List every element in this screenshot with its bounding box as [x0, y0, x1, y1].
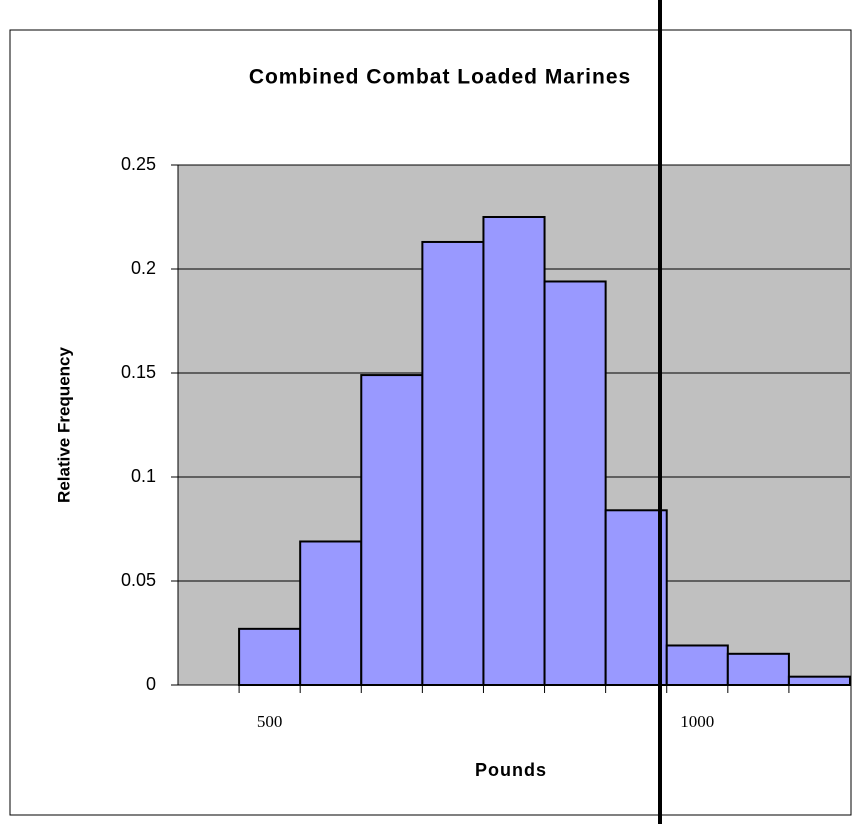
y-tick-label: 0.25	[121, 154, 156, 174]
y-tick-label: 0.2	[131, 258, 156, 278]
y-tick-label: 0.15	[121, 362, 156, 382]
bar	[238, 627, 302, 687]
bar	[665, 644, 729, 686]
bars	[238, 216, 852, 687]
y-tick-label: 0.1	[131, 466, 156, 486]
bar	[360, 374, 424, 686]
bar	[726, 652, 790, 686]
x-tick-label: 500	[257, 712, 283, 731]
bar	[482, 216, 546, 686]
bar	[299, 540, 363, 686]
bar	[787, 675, 852, 686]
chart-title: Combined Combat Loaded Marines	[249, 66, 631, 89]
bar	[604, 509, 668, 686]
bar	[421, 240, 485, 687]
x-tick-label: 1000	[680, 712, 714, 731]
y-axis-label: Relative Frequency	[54, 347, 73, 503]
y-tick-label: 0.05	[121, 570, 156, 590]
x-axis-label: Pounds	[475, 760, 547, 780]
bar	[543, 280, 607, 686]
labels: 0 0.05 0.1 0.15 0.2 0.25 500 1000	[121, 154, 790, 731]
y-tick-label: 0	[146, 674, 156, 694]
